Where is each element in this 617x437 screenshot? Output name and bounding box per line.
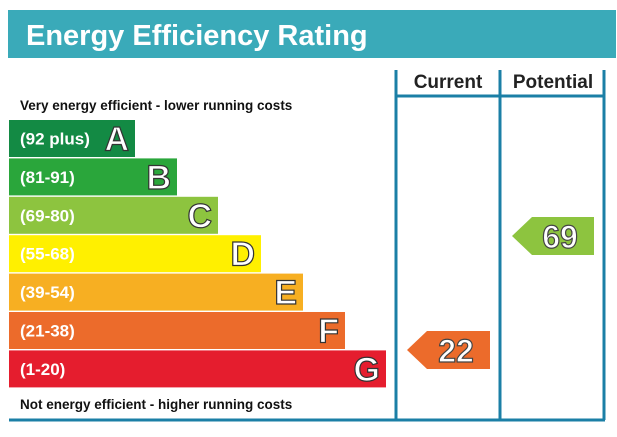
band-range-label: (92 plus)	[20, 130, 90, 149]
band-g: (1-20) G	[9, 350, 386, 389]
title-banner	[8, 10, 616, 58]
band-range-label: (81-91)	[20, 168, 75, 187]
current-rating-indicator: 22	[407, 331, 490, 370]
band-bar	[9, 158, 177, 196]
band-letter: F	[318, 313, 339, 351]
potential-rating-indicator: 69	[512, 217, 594, 256]
band-c: (69-80) C	[9, 197, 218, 236]
band-e: (39-54) E	[9, 274, 303, 313]
bottom-caption: Not energy efficient - higher running co…	[20, 397, 292, 412]
band-letter: A	[104, 121, 129, 159]
band-bar	[9, 312, 345, 349]
current-column-header: Current	[414, 72, 483, 93]
current-rating-value: 22	[438, 333, 474, 369]
band-range-label: (55-68)	[20, 245, 75, 264]
band-d: (55-68) D	[9, 235, 261, 274]
band-f: (21-38) F	[9, 312, 345, 351]
potential-rating-value: 69	[542, 219, 578, 255]
chart-frame	[9, 70, 606, 422]
band-letter: C	[187, 197, 212, 235]
band-range-label: (69-80)	[20, 206, 75, 225]
band-letter: G	[354, 351, 380, 389]
band-range-label: (1-20)	[20, 360, 65, 379]
chart-title: Energy Efficiency Rating	[26, 20, 368, 52]
top-caption: Very energy efficient - lower running co…	[20, 98, 292, 113]
potential-rating-arrow	[512, 217, 594, 255]
band-bar	[9, 235, 261, 273]
band-letter: E	[274, 274, 297, 312]
rating-bands: (92 plus) A(81-91) B(69-80) C(55-68) D(39-54…	[9, 120, 386, 389]
band-bar	[9, 120, 135, 157]
band-bar	[9, 350, 386, 388]
band-range-label: (39-54)	[20, 283, 75, 302]
band-bar	[9, 273, 303, 311]
band-letter: D	[230, 236, 255, 274]
band-b: (81-91) B	[9, 158, 177, 197]
band-range-label: (21-38)	[20, 322, 75, 341]
band-letter: B	[146, 159, 171, 197]
band-a: (92 plus) A	[9, 120, 135, 159]
band-bar	[9, 196, 218, 234]
current-rating-arrow	[407, 331, 490, 369]
potential-column-header: Potential	[513, 72, 593, 93]
